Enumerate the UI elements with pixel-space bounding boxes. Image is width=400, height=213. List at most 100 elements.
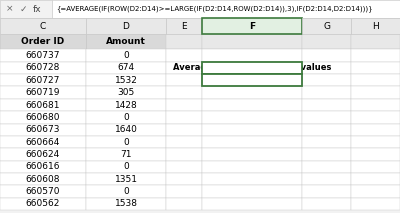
Bar [202, 161, 302, 173]
Bar [302, 185, 351, 198]
Bar [202, 74, 302, 86]
Bar [351, 99, 400, 111]
Text: 660608: 660608 [26, 175, 60, 184]
Text: F: F [249, 22, 255, 31]
Text: 660727: 660727 [26, 76, 60, 85]
Text: 1428: 1428 [115, 101, 137, 109]
Bar [302, 18, 351, 34]
Bar [86, 124, 166, 136]
Bar [0, 173, 86, 185]
Bar [351, 62, 400, 74]
Bar [302, 62, 351, 74]
Bar [0, 161, 86, 173]
Text: ×: × [6, 4, 14, 14]
Bar [52, 0, 400, 18]
Bar [302, 124, 351, 136]
Bar [166, 136, 202, 148]
Bar [0, 111, 86, 124]
Bar [302, 99, 351, 111]
Bar [166, 148, 202, 161]
Bar [86, 161, 166, 173]
Text: 660681: 660681 [26, 101, 60, 109]
Bar [166, 18, 202, 34]
Bar [202, 18, 302, 34]
Bar [302, 148, 351, 161]
Text: 0: 0 [123, 187, 129, 196]
Bar [86, 173, 166, 185]
Bar [86, 111, 166, 124]
Bar [351, 49, 400, 62]
Text: 0: 0 [123, 162, 129, 171]
Text: 660624: 660624 [26, 150, 60, 159]
Text: 660664: 660664 [26, 138, 60, 147]
Text: G: G [323, 22, 330, 31]
Bar [202, 74, 302, 86]
Bar [302, 161, 351, 173]
Text: 0: 0 [123, 113, 129, 122]
Bar [0, 74, 86, 86]
Text: E: E [181, 22, 187, 31]
Bar [202, 124, 302, 136]
Text: 660728: 660728 [26, 63, 60, 72]
Bar [0, 49, 86, 62]
Text: 660673: 660673 [26, 125, 60, 134]
Bar [0, 148, 86, 161]
Bar [0, 136, 86, 148]
Bar [86, 62, 166, 74]
Text: 660680: 660680 [26, 113, 60, 122]
Text: 305: 305 [117, 88, 135, 97]
Bar [86, 185, 166, 198]
Text: 660737: 660737 [26, 51, 60, 60]
Bar [0, 86, 86, 99]
Bar [86, 86, 166, 99]
Text: 1538: 1538 [114, 199, 138, 208]
Bar [86, 99, 166, 111]
Bar [0, 99, 86, 111]
Bar [351, 74, 400, 86]
Text: 660562: 660562 [26, 199, 60, 208]
Bar [351, 148, 400, 161]
Bar [166, 62, 202, 74]
Bar [86, 136, 166, 148]
Bar [166, 185, 202, 198]
Bar [351, 18, 400, 34]
Bar [166, 49, 202, 62]
Bar [202, 173, 302, 185]
Bar [351, 185, 400, 198]
Bar [166, 124, 202, 136]
Bar [166, 173, 202, 185]
Bar [202, 148, 302, 161]
Text: 1532: 1532 [114, 76, 138, 85]
Bar [86, 198, 166, 210]
Text: 674: 674 [118, 63, 134, 72]
Bar [166, 161, 202, 173]
Bar [351, 161, 400, 173]
Bar [302, 173, 351, 185]
Bar [202, 49, 302, 62]
Bar [0, 34, 86, 49]
Bar [0, 185, 86, 198]
Bar [202, 99, 302, 111]
Bar [351, 198, 400, 210]
Text: 0: 0 [123, 51, 129, 60]
Bar [351, 124, 400, 136]
Text: fx: fx [33, 4, 42, 14]
Text: D: D [122, 22, 130, 31]
Bar [0, 0, 52, 18]
Bar [202, 86, 302, 99]
Bar [202, 34, 302, 49]
Bar [86, 49, 166, 62]
Bar [302, 136, 351, 148]
Bar [166, 99, 202, 111]
Bar [302, 74, 351, 86]
Bar [166, 86, 202, 99]
Bar [86, 34, 166, 49]
Bar [0, 198, 86, 210]
Text: 660616: 660616 [26, 162, 60, 171]
Bar [166, 111, 202, 124]
Text: Amount: Amount [106, 37, 146, 46]
Bar [302, 86, 351, 99]
Bar [202, 62, 302, 74]
Bar [86, 18, 166, 34]
Text: 0: 0 [123, 138, 129, 147]
